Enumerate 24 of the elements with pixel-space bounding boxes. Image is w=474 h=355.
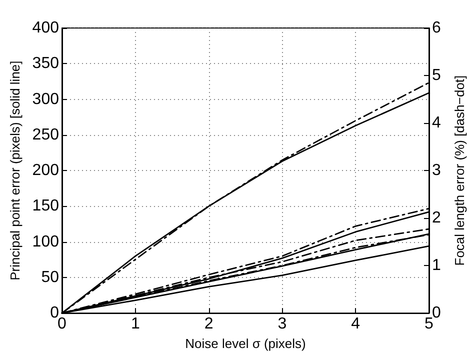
- y2-tick-label: 1: [432, 257, 441, 274]
- y2-tick-label: 2: [432, 210, 441, 227]
- y-axis-title: Principal point error (pixels) [solid line]: [7, 60, 22, 280]
- y2-axis-title: Focal length error (%) [dash−dot]: [452, 75, 467, 266]
- x-tick-label: 1: [130, 316, 140, 333]
- y2-tick-label: 0: [432, 304, 441, 322]
- y2-tick-label: 3: [432, 162, 441, 180]
- y-tick-label: 0: [50, 304, 60, 322]
- x-tick-label: 2: [204, 316, 214, 333]
- x-tick-label: 3: [278, 316, 287, 333]
- x-tick-label: 4: [351, 316, 360, 333]
- y-tick-label: 400: [32, 20, 60, 36]
- y-tick-label: 50: [41, 268, 60, 286]
- y2-tick-label: 4: [432, 114, 441, 132]
- y-tick-label: 200: [32, 162, 60, 180]
- y-tick-label: 250: [32, 126, 60, 144]
- x-tick-label: 5: [424, 316, 434, 333]
- y-tick-label: 350: [32, 55, 60, 72]
- y-tick-label: 100: [32, 233, 60, 250]
- y-tick-label: 300: [32, 90, 60, 108]
- y2-tick-label: 5: [432, 67, 441, 84]
- y2-tick-label: 6: [432, 20, 441, 36]
- y-tick-label: 150: [32, 198, 60, 215]
- x-axis-title: Noise level σ (pixels): [185, 336, 306, 351]
